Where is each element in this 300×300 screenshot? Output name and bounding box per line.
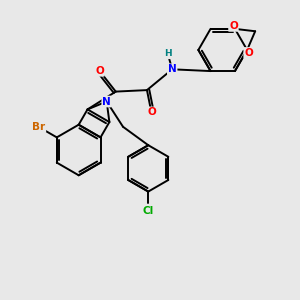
Text: O: O <box>95 66 104 76</box>
Text: Br: Br <box>32 122 45 132</box>
Text: N: N <box>168 64 177 74</box>
Text: O: O <box>244 48 253 58</box>
Text: Cl: Cl <box>142 206 154 216</box>
Text: H: H <box>164 49 172 58</box>
Text: O: O <box>229 21 238 31</box>
Text: O: O <box>147 107 156 117</box>
Text: N: N <box>102 97 111 106</box>
